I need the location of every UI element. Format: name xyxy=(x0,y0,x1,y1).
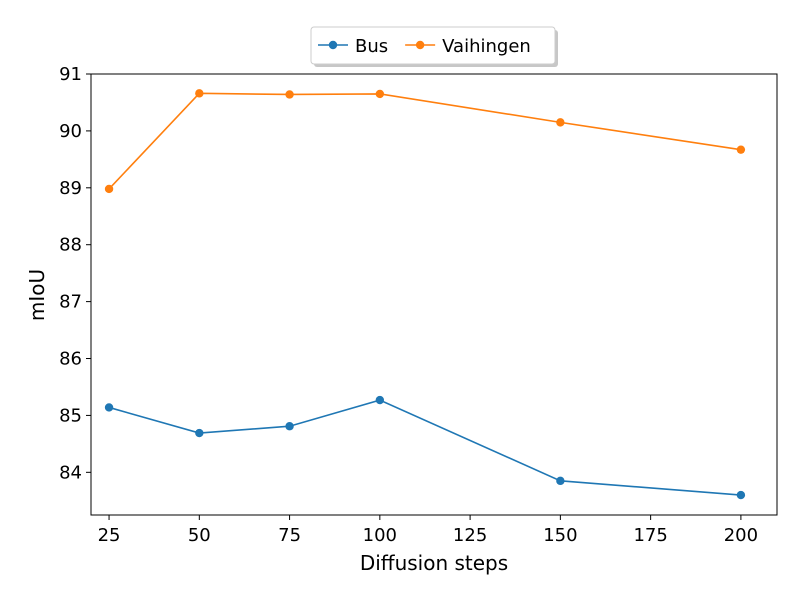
y-tick-label: 87 xyxy=(59,292,82,313)
data-point-bus xyxy=(736,490,746,500)
y-tick-label: 90 xyxy=(59,121,82,142)
data-point-bus xyxy=(104,403,114,412)
data-point-bus xyxy=(195,428,204,438)
legend-marker-bus xyxy=(328,40,338,50)
y-tick-label: 88 xyxy=(59,235,82,256)
axes-frame xyxy=(90,73,778,516)
plot-area xyxy=(104,89,746,500)
x-tick-label: 100 xyxy=(363,525,397,546)
legend: Bus Vaihingen xyxy=(310,26,558,67)
y-axis-label: mIoU xyxy=(25,269,49,321)
x-tick-label: 200 xyxy=(724,525,758,546)
y-tick-label: 86 xyxy=(59,349,82,370)
y-tick-label: 85 xyxy=(59,405,82,426)
legend-label-vaihingen: Vaihingen xyxy=(442,36,531,57)
y-tick-label: 89 xyxy=(59,178,82,199)
data-point-bus xyxy=(556,476,565,486)
legend-label-bus: Bus xyxy=(355,36,388,57)
data-point-vaihingen xyxy=(285,90,294,99)
data-point-vaihingen xyxy=(104,184,114,194)
series-line-bus xyxy=(108,399,741,496)
data-point-vaihingen xyxy=(375,89,385,99)
axes xyxy=(90,73,778,516)
x-axis-label: Diffusion steps xyxy=(360,551,508,575)
x-tick-label: 150 xyxy=(543,525,577,546)
x-tick-label: 75 xyxy=(278,525,301,546)
y-axis-ticks: 84 85 86 87 88 89 90 91 xyxy=(59,64,91,483)
y-tick-label: 91 xyxy=(59,64,82,85)
series-line-vaihingen xyxy=(108,92,742,190)
x-tick-label: 25 xyxy=(98,525,121,546)
data-point-vaihingen xyxy=(736,145,746,154)
legend-marker-vaihingen xyxy=(415,40,425,50)
x-tick-label: 50 xyxy=(188,525,211,546)
x-axis-ticks: 25 50 75 100 125 150 175 200 xyxy=(98,515,758,546)
data-point-bus xyxy=(285,422,294,431)
data-point-vaihingen xyxy=(556,118,565,127)
x-tick-label: 125 xyxy=(453,525,487,546)
y-tick-label: 84 xyxy=(59,462,82,483)
x-tick-label: 175 xyxy=(633,525,667,546)
data-point-bus xyxy=(375,395,385,405)
data-point-vaihingen xyxy=(195,89,204,98)
